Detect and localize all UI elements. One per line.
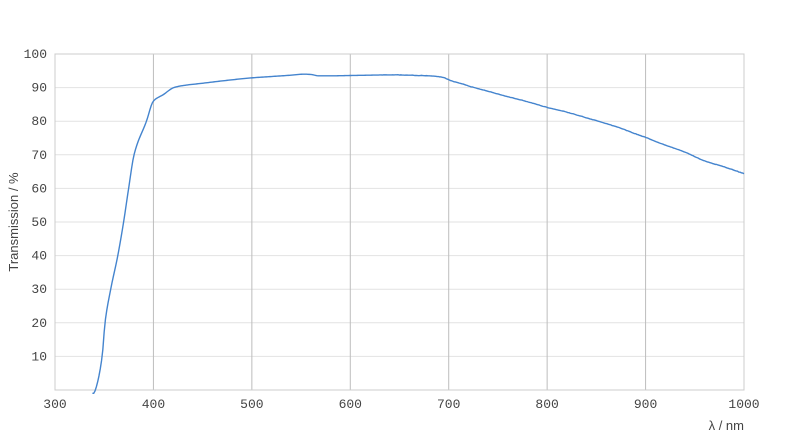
svg-text:600: 600: [339, 397, 362, 412]
svg-text:10: 10: [31, 349, 47, 364]
svg-text:900: 900: [634, 397, 657, 412]
svg-text:400: 400: [142, 397, 165, 412]
svg-text:800: 800: [535, 397, 558, 412]
svg-text:50: 50: [31, 215, 47, 230]
svg-text:300: 300: [43, 397, 66, 412]
svg-text:20: 20: [31, 316, 47, 331]
svg-text:Transmission / %: Transmission / %: [6, 172, 21, 272]
svg-text:30: 30: [31, 282, 47, 297]
svg-text:100: 100: [24, 47, 47, 62]
svg-text:λ / nm: λ / nm: [709, 418, 744, 433]
svg-text:1000: 1000: [728, 397, 759, 412]
svg-text:40: 40: [31, 249, 47, 264]
svg-text:90: 90: [31, 81, 47, 96]
svg-text:80: 80: [31, 114, 47, 129]
svg-text:500: 500: [240, 397, 263, 412]
svg-text:60: 60: [31, 181, 47, 196]
svg-text:700: 700: [437, 397, 460, 412]
svg-text:70: 70: [31, 148, 47, 163]
